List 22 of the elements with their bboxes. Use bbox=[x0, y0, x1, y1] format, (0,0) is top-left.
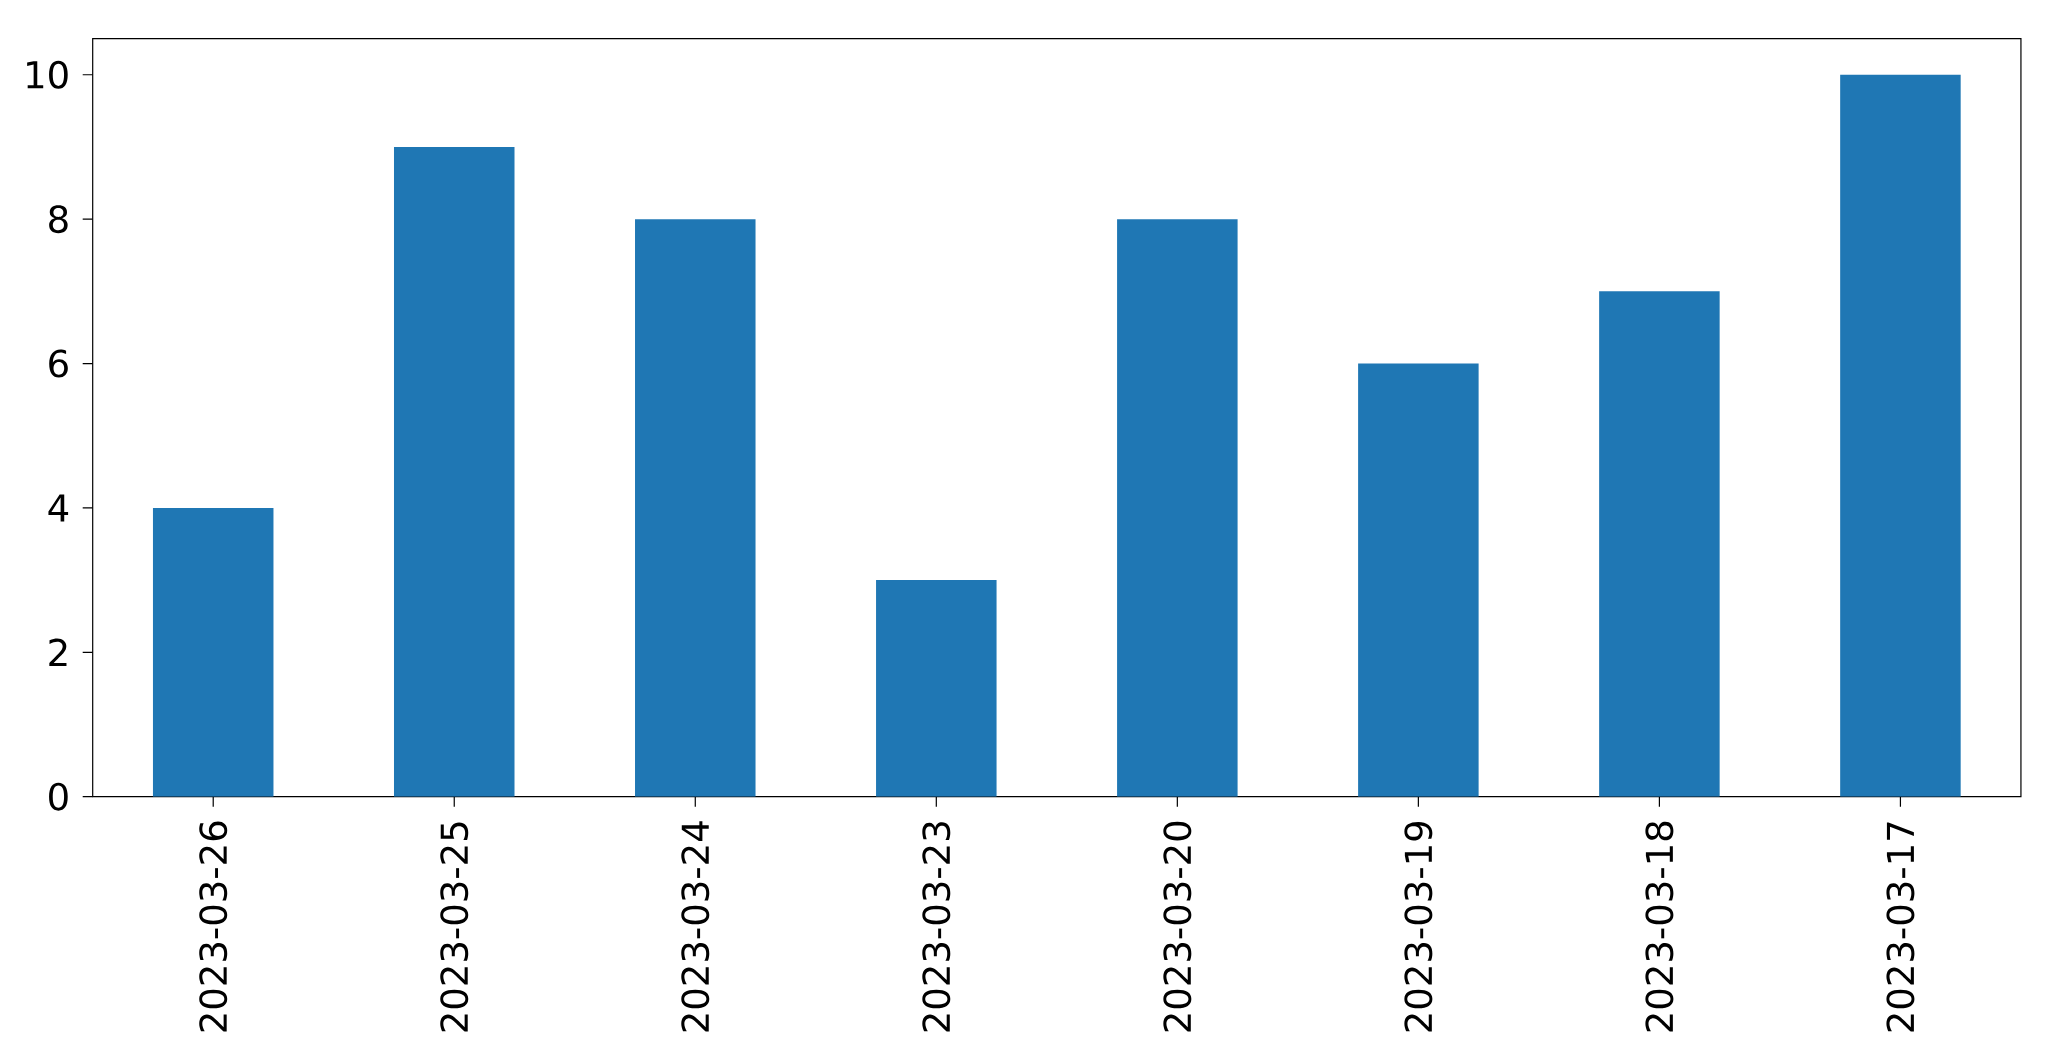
bar bbox=[1840, 74, 1961, 797]
bar bbox=[1117, 219, 1238, 797]
bar bbox=[152, 507, 274, 797]
y-tick-label: 10 bbox=[27, 60, 68, 89]
x-tick-label: 2023-03-26 bbox=[199, 821, 228, 1032]
x-tick-label: 2023-03-23 bbox=[922, 822, 951, 1032]
bar bbox=[1599, 291, 1720, 797]
y-tick-label: 2 bbox=[49, 638, 67, 667]
x-tick-label: 2023-03-17 bbox=[1886, 822, 1915, 1032]
x-tick-label: 2023-03-25 bbox=[440, 822, 469, 1032]
y-tick-label: 6 bbox=[49, 349, 68, 378]
x-tick-label: 2023-03-19 bbox=[1404, 821, 1433, 1032]
y-tick-label: 4 bbox=[48, 494, 69, 522]
bar bbox=[635, 219, 756, 797]
bar bbox=[876, 580, 997, 797]
x-tick-label: 2023-03-24 bbox=[681, 821, 710, 1032]
x-tick-label: 2023-03-18 bbox=[1645, 821, 1674, 1032]
bar bbox=[1358, 363, 1479, 797]
y-tick-label: 8 bbox=[49, 205, 68, 234]
bar bbox=[393, 146, 515, 797]
y-tick-label: 0 bbox=[49, 782, 68, 811]
x-tick-label: 2023-03-20 bbox=[1163, 821, 1192, 1032]
